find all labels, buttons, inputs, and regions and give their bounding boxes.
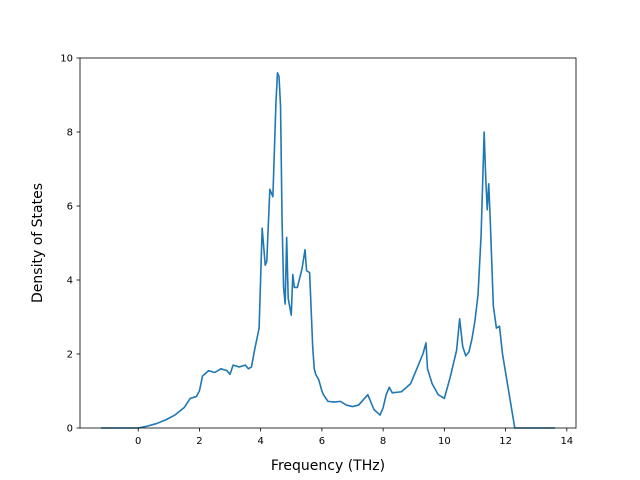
y-tick-label: 6 xyxy=(67,202,73,213)
y-tick-label: 8 xyxy=(67,128,73,139)
x-tick-label: 0 xyxy=(135,436,141,447)
x-axis-ticks: 0 2 4 6 8 10 12 14 xyxy=(135,428,573,447)
y-tick-label: 4 xyxy=(67,276,73,287)
x-tick-label: 12 xyxy=(499,436,512,447)
axes-frame xyxy=(79,57,577,429)
y-tick-label: 0 xyxy=(67,424,73,435)
x-tick-label: 6 xyxy=(319,436,325,447)
y-tick-label: 10 xyxy=(60,54,73,65)
plot-area xyxy=(100,72,556,429)
x-axis-label: Frequency (THz) xyxy=(271,458,385,474)
y-axis-label: Density of States xyxy=(30,183,46,303)
x-tick-label: 10 xyxy=(438,436,451,447)
x-tick-label: 14 xyxy=(560,436,573,447)
y-axis-ticks: 0 2 4 6 8 10 xyxy=(60,54,80,435)
x-tick-label: 2 xyxy=(196,436,202,447)
series-line-0 xyxy=(100,72,556,429)
y-tick-label: 2 xyxy=(67,350,73,361)
x-tick-label: 4 xyxy=(257,436,263,447)
x-tick-label: 8 xyxy=(380,436,386,447)
